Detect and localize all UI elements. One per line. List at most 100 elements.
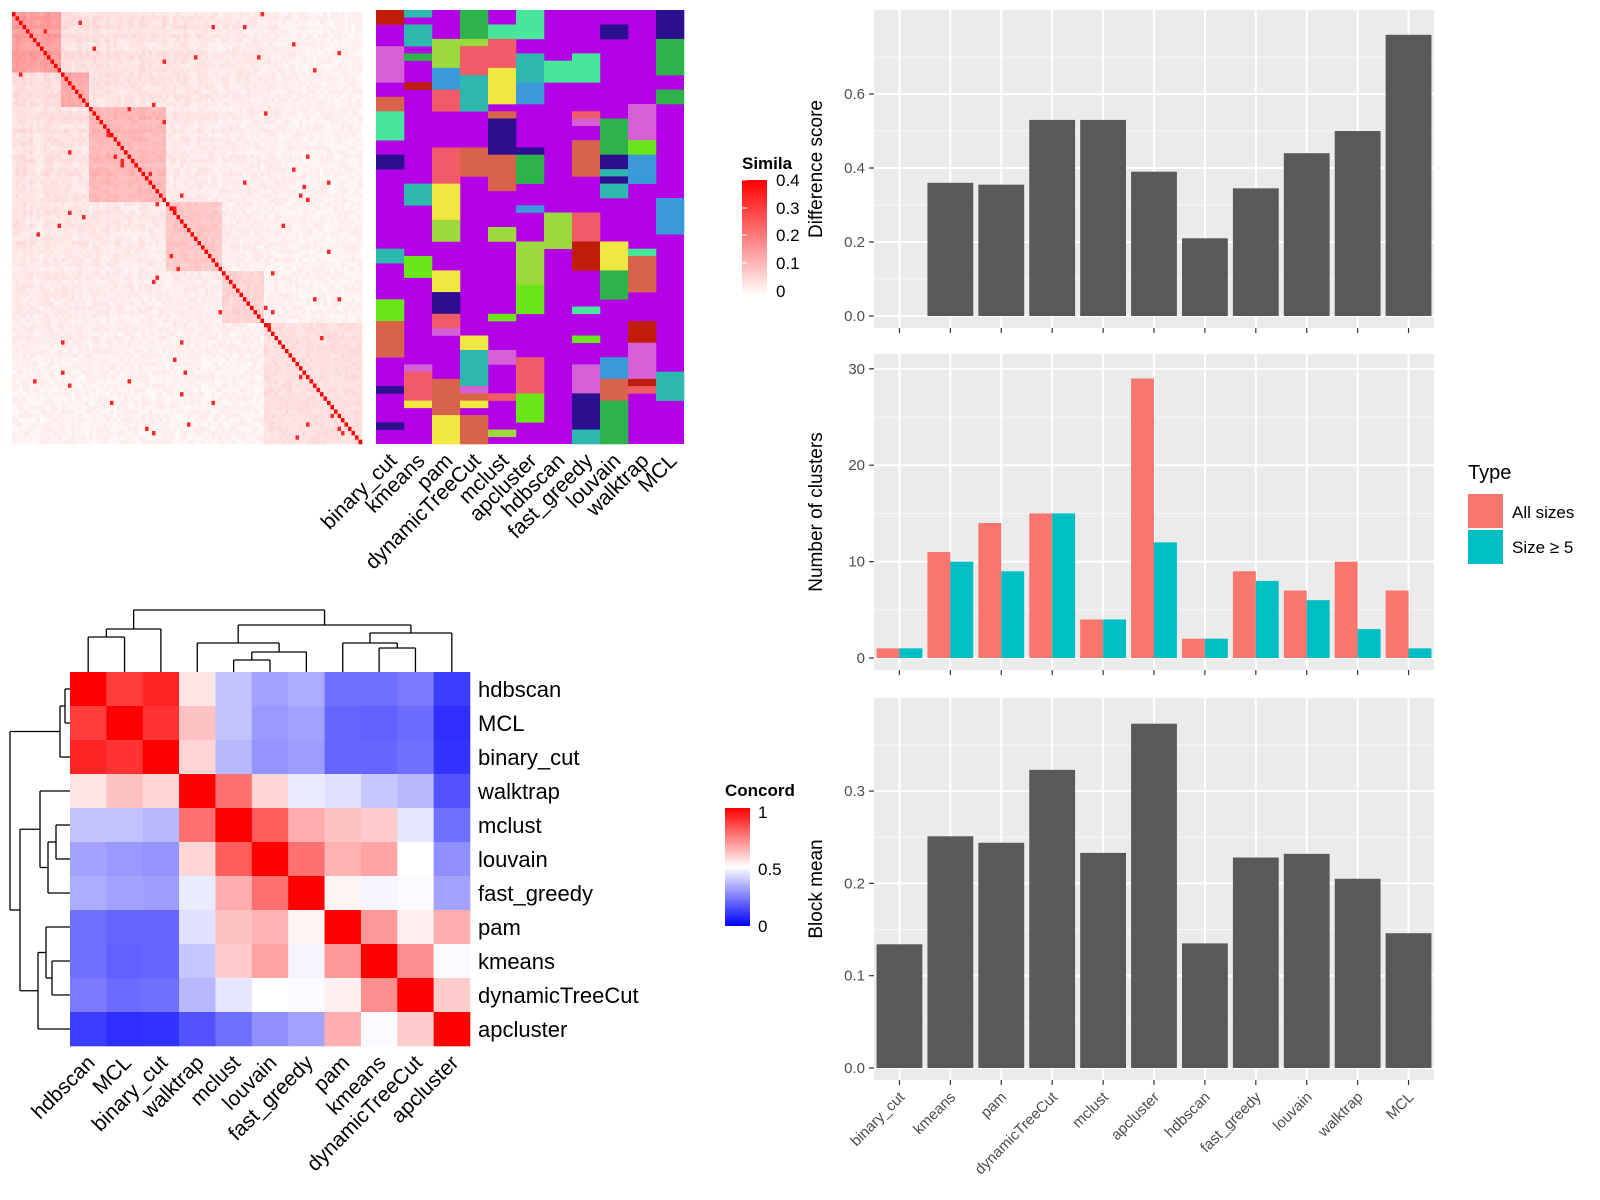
similarity-cell xyxy=(295,137,300,142)
similarity-cell xyxy=(19,55,23,60)
similarity-cell xyxy=(68,55,72,60)
similarity-cell xyxy=(327,132,331,138)
similarity-cell xyxy=(131,197,135,203)
similarity-cell xyxy=(351,89,356,95)
similarity-cell xyxy=(316,189,321,194)
similarity-cell xyxy=(229,85,233,91)
similarity-cell xyxy=(358,137,363,142)
similarity-cell xyxy=(292,24,296,30)
similarity-cell xyxy=(334,193,338,199)
similarity-cell xyxy=(285,102,289,108)
similarity-cell xyxy=(299,81,303,86)
similarity-cell xyxy=(22,59,27,65)
similarity-cell xyxy=(152,223,156,229)
similarity-cell xyxy=(159,33,163,39)
similarity-cell xyxy=(264,46,268,52)
similarity-cell xyxy=(201,20,205,26)
similarity-cell xyxy=(68,59,72,65)
similarity-cell xyxy=(155,215,160,220)
similarity-cell xyxy=(348,124,352,129)
similarity-cell xyxy=(61,55,65,60)
similarity-cell xyxy=(173,55,177,60)
similarity-cell xyxy=(71,158,76,164)
similarity-cell xyxy=(267,94,272,99)
similarity-cell xyxy=(89,137,93,142)
similarity-cell xyxy=(246,59,251,65)
similarity-cell xyxy=(155,180,160,186)
similarity-cell xyxy=(89,94,93,99)
similarity-cell xyxy=(295,120,300,125)
similarity-cell xyxy=(180,206,184,212)
similarity-cell xyxy=(341,16,345,21)
similarity-cell xyxy=(281,85,286,91)
similarity-cell xyxy=(306,215,310,220)
similarity-cell xyxy=(50,202,55,207)
similarity-cell xyxy=(348,63,352,69)
similarity-cell xyxy=(274,76,279,82)
similarity-cell xyxy=(183,120,188,125)
similarity-cell xyxy=(145,33,149,39)
similarity-cell xyxy=(281,102,286,108)
similarity-cell xyxy=(327,206,331,212)
similarity-cell xyxy=(250,89,254,95)
similarity-cell xyxy=(274,141,279,147)
similarity-cell xyxy=(78,85,83,91)
similarity-cell xyxy=(355,184,359,190)
similarity-cell xyxy=(54,163,58,168)
similarity-cell xyxy=(131,128,135,134)
similarity-cell xyxy=(288,20,293,26)
similarity-cell xyxy=(159,215,163,220)
similarity-cell xyxy=(82,206,86,212)
similarity-cell xyxy=(22,111,27,116)
similarity-cell xyxy=(274,59,279,65)
similarity-cell xyxy=(288,197,293,203)
similarity-cell xyxy=(337,55,342,60)
similarity-cell xyxy=(106,206,111,212)
similarity-cell xyxy=(113,184,118,190)
similarity-cell xyxy=(302,219,307,224)
similarity-cell xyxy=(320,81,324,86)
similarity-cell xyxy=(250,29,254,34)
similarity-cell xyxy=(194,176,198,181)
similarity-cell xyxy=(260,154,265,160)
similarity-cell xyxy=(33,223,37,229)
similarity-cell xyxy=(306,85,310,91)
similarity-cell xyxy=(162,59,167,65)
similarity-cell xyxy=(152,111,156,116)
similarity-cell xyxy=(278,128,282,134)
similarity-cell xyxy=(355,102,359,108)
similarity-cell xyxy=(323,141,328,147)
similarity-cell xyxy=(278,150,282,155)
similarity-cell xyxy=(355,141,359,147)
similarity-cell xyxy=(110,184,114,190)
similarity-cell xyxy=(117,16,121,21)
similarity-cell xyxy=(320,193,324,199)
similarity-cell xyxy=(225,16,230,21)
similarity-cell xyxy=(257,158,261,164)
similarity-cell xyxy=(232,98,237,104)
similarity-cell xyxy=(166,81,170,86)
similarity-cell xyxy=(250,202,254,207)
similarity-cell xyxy=(127,132,132,138)
similarity-cell xyxy=(61,176,65,181)
similarity-cell xyxy=(264,20,268,26)
similarity-cell xyxy=(173,132,177,138)
similarity-cell xyxy=(183,89,188,95)
similarity-cell xyxy=(201,98,205,104)
similarity-cell xyxy=(141,132,146,138)
similarity-cell xyxy=(75,89,79,95)
similarity-cell xyxy=(337,197,342,203)
similarity-cell xyxy=(337,184,342,190)
similarity-cell xyxy=(267,115,272,121)
similarity-cell xyxy=(344,128,349,134)
similarity-cell xyxy=(295,102,300,108)
similarity-cell xyxy=(313,20,317,26)
similarity-cell xyxy=(344,98,349,104)
similarity-cell xyxy=(12,81,16,86)
similarity-cell xyxy=(243,94,247,99)
similarity-cell xyxy=(12,150,16,155)
similarity-cell xyxy=(131,206,135,212)
similarity-cell xyxy=(236,55,240,60)
similarity-cell xyxy=(36,202,41,207)
similarity-cell xyxy=(127,223,132,229)
